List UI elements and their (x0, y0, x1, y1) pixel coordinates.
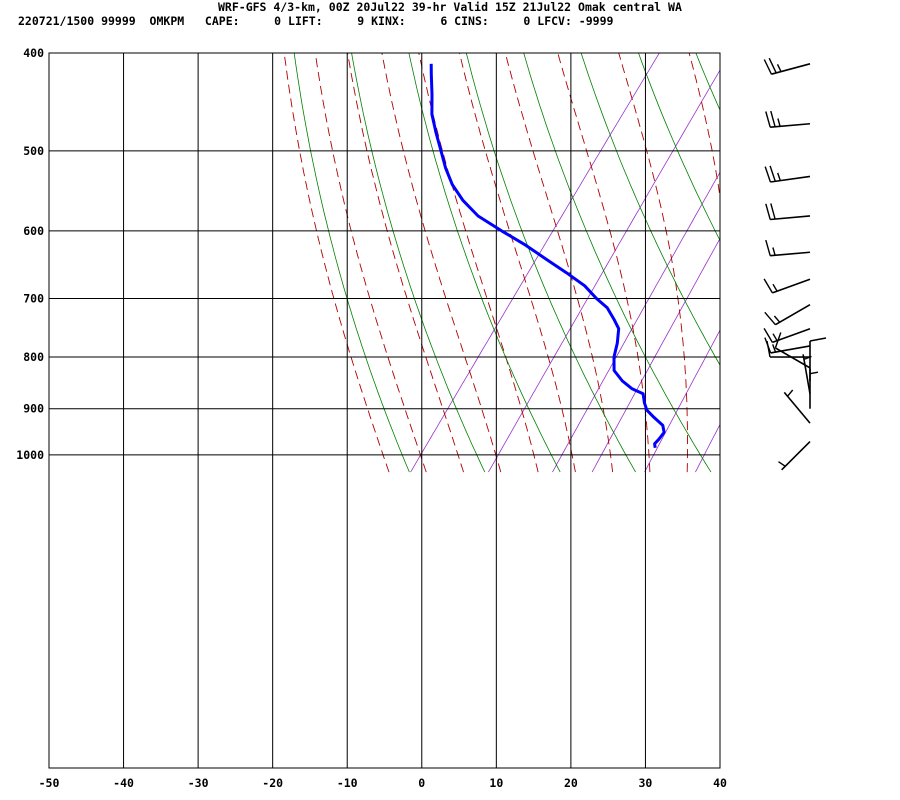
temperature-tick-label: 10 (489, 776, 503, 790)
temperature-tick-label: -40 (113, 776, 134, 790)
moist-adiabat (459, 53, 576, 473)
moist-adiabat (688, 53, 720, 200)
moist-adiabat (799, 42, 846, 472)
moist-adiabat (504, 53, 614, 473)
wind-barb (763, 278, 811, 294)
wind-barb (765, 203, 811, 221)
dry-adiabat (695, 53, 720, 112)
temperature-tick-label: 40 (713, 776, 727, 790)
moist-adiabats (283, 42, 900, 473)
chart-header-line-1: WRF-GFS 4/3-km, 00Z 20Jul22 39-hr Valid … (218, 0, 682, 14)
plot-frame (48, 52, 721, 769)
moist-adiabat (557, 53, 651, 473)
pressure-tick-labels: 400 500 600 700 800 900 1000 (16, 46, 44, 462)
mixing-ratio-line (552, 171, 720, 473)
pressure-tick-label: 1000 (16, 448, 44, 462)
wind-barb (763, 57, 811, 75)
dry-adiabat (465, 53, 636, 473)
pressure-tick-label: 400 (23, 46, 44, 60)
pressure-tick-label: 800 (23, 350, 44, 364)
temperature-tick-label: 20 (564, 776, 578, 790)
dry-adiabat (293, 53, 410, 473)
dry-adiabat (638, 53, 720, 242)
moist-adiabat (762, 42, 783, 472)
mixing-ratio-line (488, 69, 720, 473)
pressure-tick-label: 700 (23, 291, 44, 305)
dry-adiabats (293, 42, 900, 473)
wind-barb (763, 327, 811, 344)
mixing-ratio-line (843, 42, 900, 472)
temperature-tick-labels: -50 -40 -30 -20 -10 0 10 20 30 40 (39, 776, 727, 790)
sounding-profiles (429, 63, 666, 449)
wind-barb (765, 110, 811, 128)
wind-barb (802, 354, 812, 394)
pressure-tick-label: 900 (23, 402, 44, 416)
chart-header-line-2: 220721/1500 99999 OMKPM CAPE: 0 LIFT: 9 … (18, 14, 614, 28)
mixing-ratio-line (591, 237, 720, 473)
temperature-tick-label: -30 (188, 776, 209, 790)
wind-barb (809, 337, 827, 382)
wind-barbs (763, 57, 827, 471)
mixing-ratio-line (875, 42, 900, 472)
dewpoint-profile (429, 63, 666, 449)
dry-adiabat (748, 42, 900, 472)
mixing-ratio-line (802, 42, 900, 472)
mixing-ratio-lines (410, 42, 900, 473)
pressure-tick-label: 600 (23, 224, 44, 238)
moist-adiabat (618, 53, 688, 473)
dry-adiabat (523, 53, 712, 473)
wind-barb (764, 165, 811, 183)
moist-adiabat (347, 53, 464, 473)
mixing-ratio-line (410, 53, 660, 473)
moist-adiabat (418, 53, 539, 473)
wind-barb (764, 303, 811, 326)
dry-adiabat (408, 53, 561, 473)
moist-adiabat (283, 53, 390, 473)
dry-adiabat (805, 42, 900, 472)
temperature-tick-label: 0 (418, 776, 425, 790)
mixing-ratio-line (775, 42, 900, 472)
wind-barb (778, 440, 811, 471)
wind-barb (783, 389, 811, 424)
mixing-ratio-line (741, 42, 900, 472)
temperature-tick-label: 30 (639, 776, 653, 790)
moist-adiabat (836, 42, 900, 472)
pressure-tick-label: 500 (23, 144, 44, 158)
wind-barb (809, 368, 819, 409)
temperature-tick-label: -10 (337, 776, 358, 790)
dry-adiabat (351, 53, 486, 473)
dry-adiabat (580, 53, 720, 366)
temperature-tick-label: -20 (262, 776, 283, 790)
moist-adiabat (381, 53, 502, 473)
mixing-ratio-line (644, 329, 720, 473)
moist-adiabat (314, 53, 427, 473)
moist-adiabat (874, 42, 900, 472)
grid-lines (49, 53, 720, 768)
wind-barb (765, 239, 811, 257)
temperature-tick-label: -50 (39, 776, 60, 790)
dry-adiabat (862, 42, 900, 472)
